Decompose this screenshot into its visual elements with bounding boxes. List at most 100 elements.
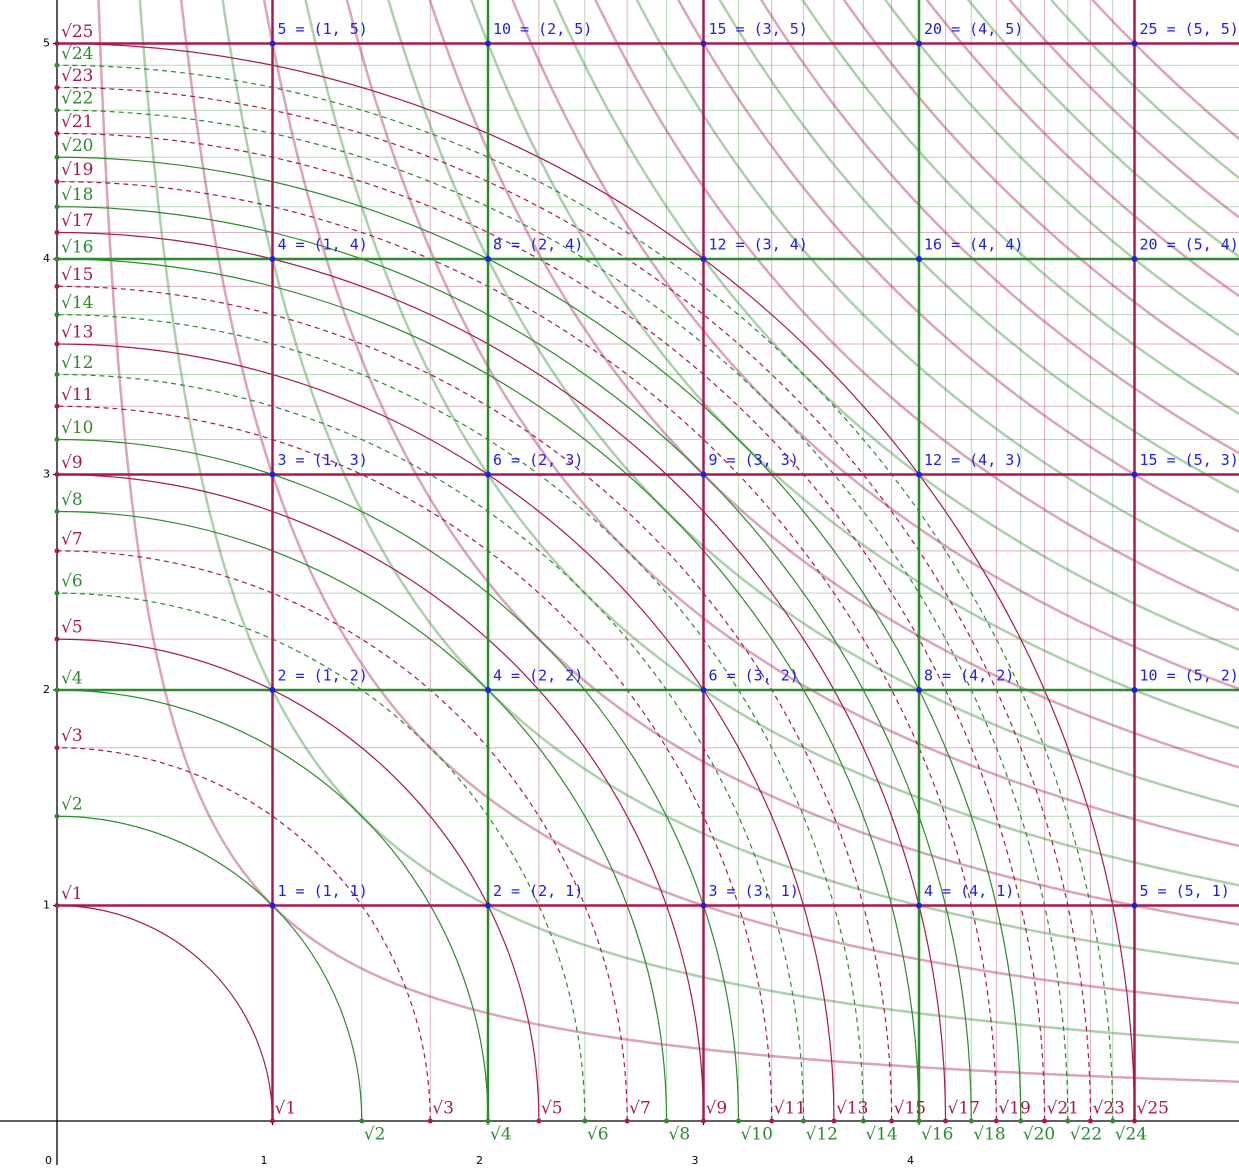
root-dot xyxy=(582,1119,587,1124)
curves xyxy=(57,0,1239,1121)
root-dot xyxy=(55,342,60,347)
root-dot xyxy=(55,903,60,908)
point-label: 2 = (2, 1) xyxy=(493,882,583,900)
y-tick-label: 5 xyxy=(43,37,50,50)
lattice-point xyxy=(485,903,491,909)
x-root-label: √16 xyxy=(921,1125,953,1145)
lattice-point xyxy=(916,903,922,909)
x-root-label: √15 xyxy=(894,1099,926,1119)
lattice-point xyxy=(270,256,276,262)
lattice-point xyxy=(701,41,707,47)
root-circle xyxy=(57,551,627,1121)
lattice-point xyxy=(485,256,491,262)
x-root-label: √25 xyxy=(1137,1099,1169,1119)
point-label: 4 = (1, 4) xyxy=(278,236,368,254)
root-dot xyxy=(917,1119,922,1124)
y-root-label: √2 xyxy=(61,795,83,815)
point-label: 20 = (4, 5) xyxy=(924,20,1023,38)
point-label: 4 = (2, 2) xyxy=(493,667,583,685)
point-label: 2 = (1, 2) xyxy=(278,667,368,685)
root-dot xyxy=(664,1119,669,1124)
root-dot xyxy=(801,1119,806,1124)
root-dot xyxy=(55,372,60,377)
x-tick-label: 0 xyxy=(45,1154,52,1165)
x-root-label: √5 xyxy=(541,1099,563,1119)
point-label: 10 = (5, 2) xyxy=(1140,667,1239,685)
x-tick-label: 3 xyxy=(692,1154,699,1165)
root-dot xyxy=(769,1119,774,1124)
root-dot xyxy=(55,41,60,46)
root-circle xyxy=(57,748,430,1121)
root-circle xyxy=(57,182,996,1121)
lattice-point xyxy=(701,903,707,909)
root-dot xyxy=(55,131,60,136)
root-dot xyxy=(861,1119,866,1124)
root-circle xyxy=(57,44,1135,1122)
root-dot xyxy=(55,437,60,442)
root-circle xyxy=(57,639,539,1121)
y-root-label: √8 xyxy=(61,490,83,510)
hyperbola xyxy=(336,0,1239,851)
root-dot xyxy=(55,312,60,317)
y-root-label: √23 xyxy=(61,66,93,86)
point-label: 15 = (3, 5) xyxy=(709,20,808,38)
x-root-label: √23 xyxy=(1093,1099,1125,1119)
x-root-label: √8 xyxy=(669,1125,691,1145)
x-tick-label: 2 xyxy=(476,1154,483,1165)
y-root-label: √1 xyxy=(61,884,83,904)
x-root-label: √2 xyxy=(364,1125,386,1145)
lattice-point xyxy=(485,41,491,47)
x-root-label: √21 xyxy=(1047,1099,1079,1119)
root-dot xyxy=(55,548,60,553)
y-root-label: √25 xyxy=(61,22,93,42)
y-tick-label: 1 xyxy=(43,899,50,912)
root-dot xyxy=(55,63,60,68)
root-dot xyxy=(889,1119,894,1124)
point-label: 8 = (4, 2) xyxy=(924,667,1014,685)
root-dot xyxy=(1110,1119,1115,1124)
lattice-point xyxy=(916,41,922,47)
root-dot xyxy=(55,472,60,477)
x-root-label: √22 xyxy=(1070,1125,1102,1145)
root-dot xyxy=(55,404,60,409)
root-dot xyxy=(55,814,60,819)
lattice-point xyxy=(1132,41,1138,47)
lattice-point xyxy=(1132,472,1138,478)
x-root-label: √9 xyxy=(706,1099,728,1119)
hyperbola xyxy=(775,0,1239,428)
lattice-point xyxy=(701,256,707,262)
x-root-label: √10 xyxy=(740,1125,772,1145)
root-circle xyxy=(57,133,1045,1121)
y-root-label: √17 xyxy=(61,211,93,231)
lattice-point xyxy=(485,472,491,478)
x-root-label: √12 xyxy=(806,1125,838,1145)
root-dot xyxy=(55,257,60,262)
root-dot xyxy=(428,1119,433,1124)
y-tick-label: 4 xyxy=(43,252,50,265)
lattice-point xyxy=(916,687,922,693)
x-root-label: √7 xyxy=(629,1099,651,1119)
point-label: 4 = (4, 1) xyxy=(924,882,1014,900)
root-circle xyxy=(57,315,863,1121)
y-root-label: √15 xyxy=(61,265,93,285)
root-dot xyxy=(55,509,60,514)
lattice-point xyxy=(270,687,276,693)
root-dot xyxy=(55,284,60,289)
point-label: 3 = (1, 3) xyxy=(278,451,368,469)
y-root-label: √9 xyxy=(61,453,83,473)
lattice-point xyxy=(270,472,276,478)
lattice-point xyxy=(1132,903,1138,909)
y-root-label: √12 xyxy=(61,353,93,373)
lattice-point xyxy=(485,687,491,693)
root-dot xyxy=(55,745,60,750)
point-label: 9 = (3, 3) xyxy=(709,451,799,469)
x-root-label: √20 xyxy=(1023,1125,1055,1145)
root-circle xyxy=(57,906,273,1122)
point-label: 1 = (1, 1) xyxy=(278,882,368,900)
y-root-label: √22 xyxy=(61,89,93,109)
lattice-point xyxy=(916,472,922,478)
y-root-label: √19 xyxy=(61,160,93,180)
point-label: 5 = (5, 1) xyxy=(1140,882,1230,900)
root-dot xyxy=(994,1119,999,1124)
x-root-label: √18 xyxy=(973,1125,1005,1145)
